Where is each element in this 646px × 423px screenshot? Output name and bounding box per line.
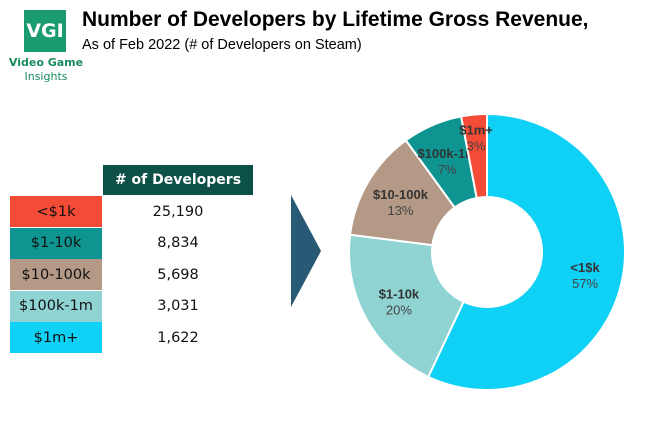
donut-slice (426, 112, 626, 391)
slice-percent-label: 13% (387, 203, 413, 218)
row-category: <$1k (10, 196, 102, 227)
logo-line1: Video Game (8, 56, 84, 69)
chart-subtitle: As of Feb 2022 (# of Developers on Steam… (82, 37, 362, 53)
slice-label: $100k-1m (417, 146, 476, 161)
donut-slice (348, 233, 465, 379)
slice-percent-label: 57% (572, 276, 598, 291)
slice-percent-label: 3% (467, 139, 486, 154)
table-row: $1-10k 8,834 (10, 227, 260, 259)
chart-title: Number of Developers by Lifetime Gross R… (82, 8, 589, 31)
row-category: $1-10k (10, 227, 102, 259)
slice-percent-label: 20% (386, 302, 412, 317)
slice-label: $10-100k (373, 187, 429, 202)
row-category: $1m+ (10, 322, 102, 353)
row-value: 1,622 (157, 329, 199, 346)
donut-slice (459, 112, 488, 200)
table-row: $100k-1m 3,031 (10, 290, 260, 322)
logo-line2: Insights (24, 70, 68, 83)
row-value: 3,031 (157, 298, 199, 314)
vgi-logo: VGI (24, 10, 66, 52)
slice-label: $1-10k (379, 286, 420, 301)
table-header: # of Developers (103, 165, 253, 195)
table-row: <$1k 25,190 (10, 196, 260, 227)
row-value: 5,698 (157, 266, 199, 283)
slice-label: <1$k (570, 260, 600, 275)
row-category: $100k-1m (10, 290, 102, 322)
arrow-right-icon (291, 195, 321, 307)
logo-caption: Video Game Insights (6, 56, 86, 84)
row-value: 25,190 (152, 203, 204, 220)
row-category: $10-100k (10, 259, 102, 290)
table-row: $1m+ 1,622 (10, 322, 260, 353)
slice-label: $1m+ (459, 123, 493, 138)
slice-percent-label: 7% (438, 162, 457, 177)
row-value: 8,834 (157, 235, 199, 251)
table-row: $10-100k 5,698 (10, 259, 260, 290)
